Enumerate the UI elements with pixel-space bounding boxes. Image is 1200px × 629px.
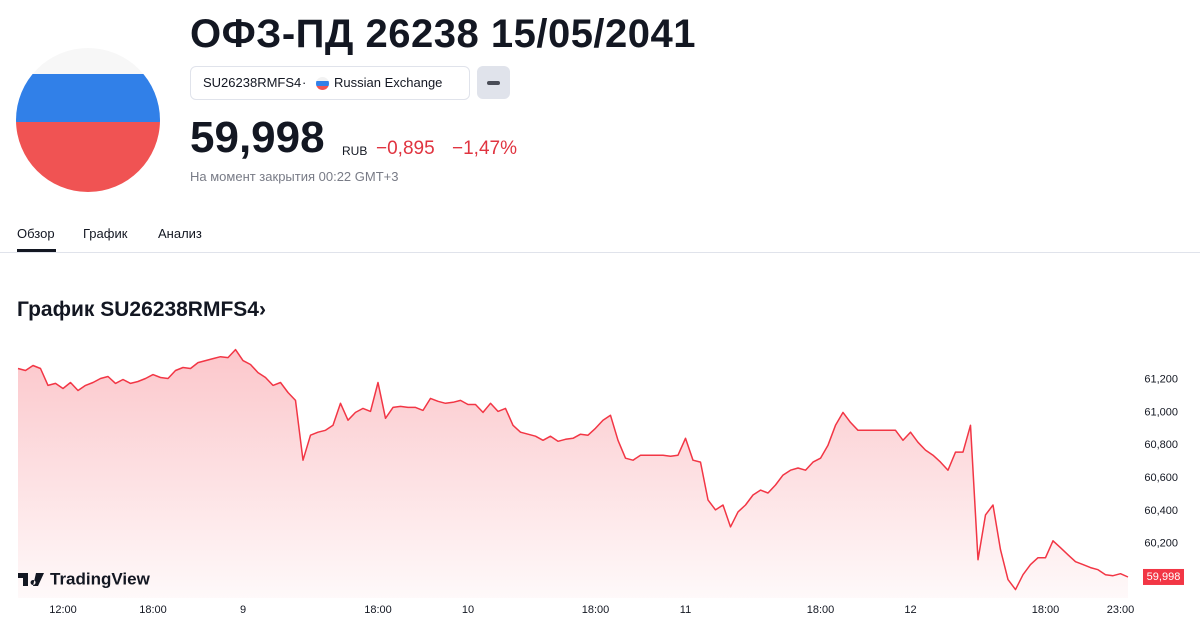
- x-tick-label: 18:00: [807, 604, 835, 616]
- last-price-label: 59,998: [1147, 571, 1181, 583]
- flag-icon: [16, 48, 160, 192]
- x-tick-label: 18:00: [1032, 604, 1060, 616]
- y-tick-label: 60,800: [1144, 439, 1178, 451]
- y-tick-label: 60,600: [1144, 472, 1178, 484]
- area-fill: [18, 349, 1128, 598]
- y-tick-label: 60,200: [1144, 538, 1178, 550]
- exchange-flag: [316, 77, 329, 90]
- watermark: TradingView: [18, 569, 151, 588]
- menu-button[interactable]: [477, 66, 510, 99]
- x-tick-label: 18:00: [139, 604, 167, 616]
- price-line: [17, 348, 1129, 591]
- tab[interactable]: График: [83, 226, 128, 241]
- separator: ·: [302, 75, 307, 90]
- active-tab-indicator: [17, 249, 56, 252]
- x-tick-label: 18:00: [582, 604, 610, 616]
- x-tick-label: 10: [462, 604, 474, 616]
- currency: RUB: [342, 144, 368, 158]
- timestamp: На момент закрытия 00:22 GMT+3: [190, 169, 399, 184]
- chart: 60,200 60,400 60,600 60,800 61,000 61,200 12:0…: [17, 348, 1184, 616]
- x-tick-label: 11: [680, 604, 691, 616]
- x-tick-label: 12:00: [49, 604, 77, 616]
- x-tick-label: 9: [240, 604, 246, 616]
- tab[interactable]: Обзор: [17, 226, 55, 241]
- y-tick-label: 61,200: [1144, 373, 1178, 385]
- watermark-text: TradingView: [50, 569, 151, 588]
- y-tick-label: 60,400: [1144, 505, 1178, 517]
- x-tick-label: 12: [904, 604, 916, 616]
- change: −0,895: [376, 138, 435, 159]
- x-tick-label: 18:00: [364, 604, 392, 616]
- tab[interactable]: Анализ: [158, 226, 202, 241]
- instrument-title: ОФЗ-ПД 26238 15/05/2041: [190, 12, 697, 56]
- x-tick-label: 23:00: [1107, 604, 1135, 616]
- ticker: SU26238RMFS4: [203, 75, 302, 90]
- change-percent: −1,47%: [452, 138, 517, 159]
- last-price-box: [1143, 568, 1184, 585]
- watermark-logo: [18, 573, 44, 586]
- symbol-pill[interactable]: SU26238RMFS4 · Russian Exchange: [190, 66, 470, 100]
- exchange: Russian Exchange: [334, 75, 443, 90]
- price: 59,998: [190, 113, 325, 162]
- y-tick-label: 61,000: [1144, 406, 1178, 418]
- divider: [0, 252, 1200, 253]
- section-title[interactable]: График SU26238RMFS4›: [17, 298, 266, 321]
